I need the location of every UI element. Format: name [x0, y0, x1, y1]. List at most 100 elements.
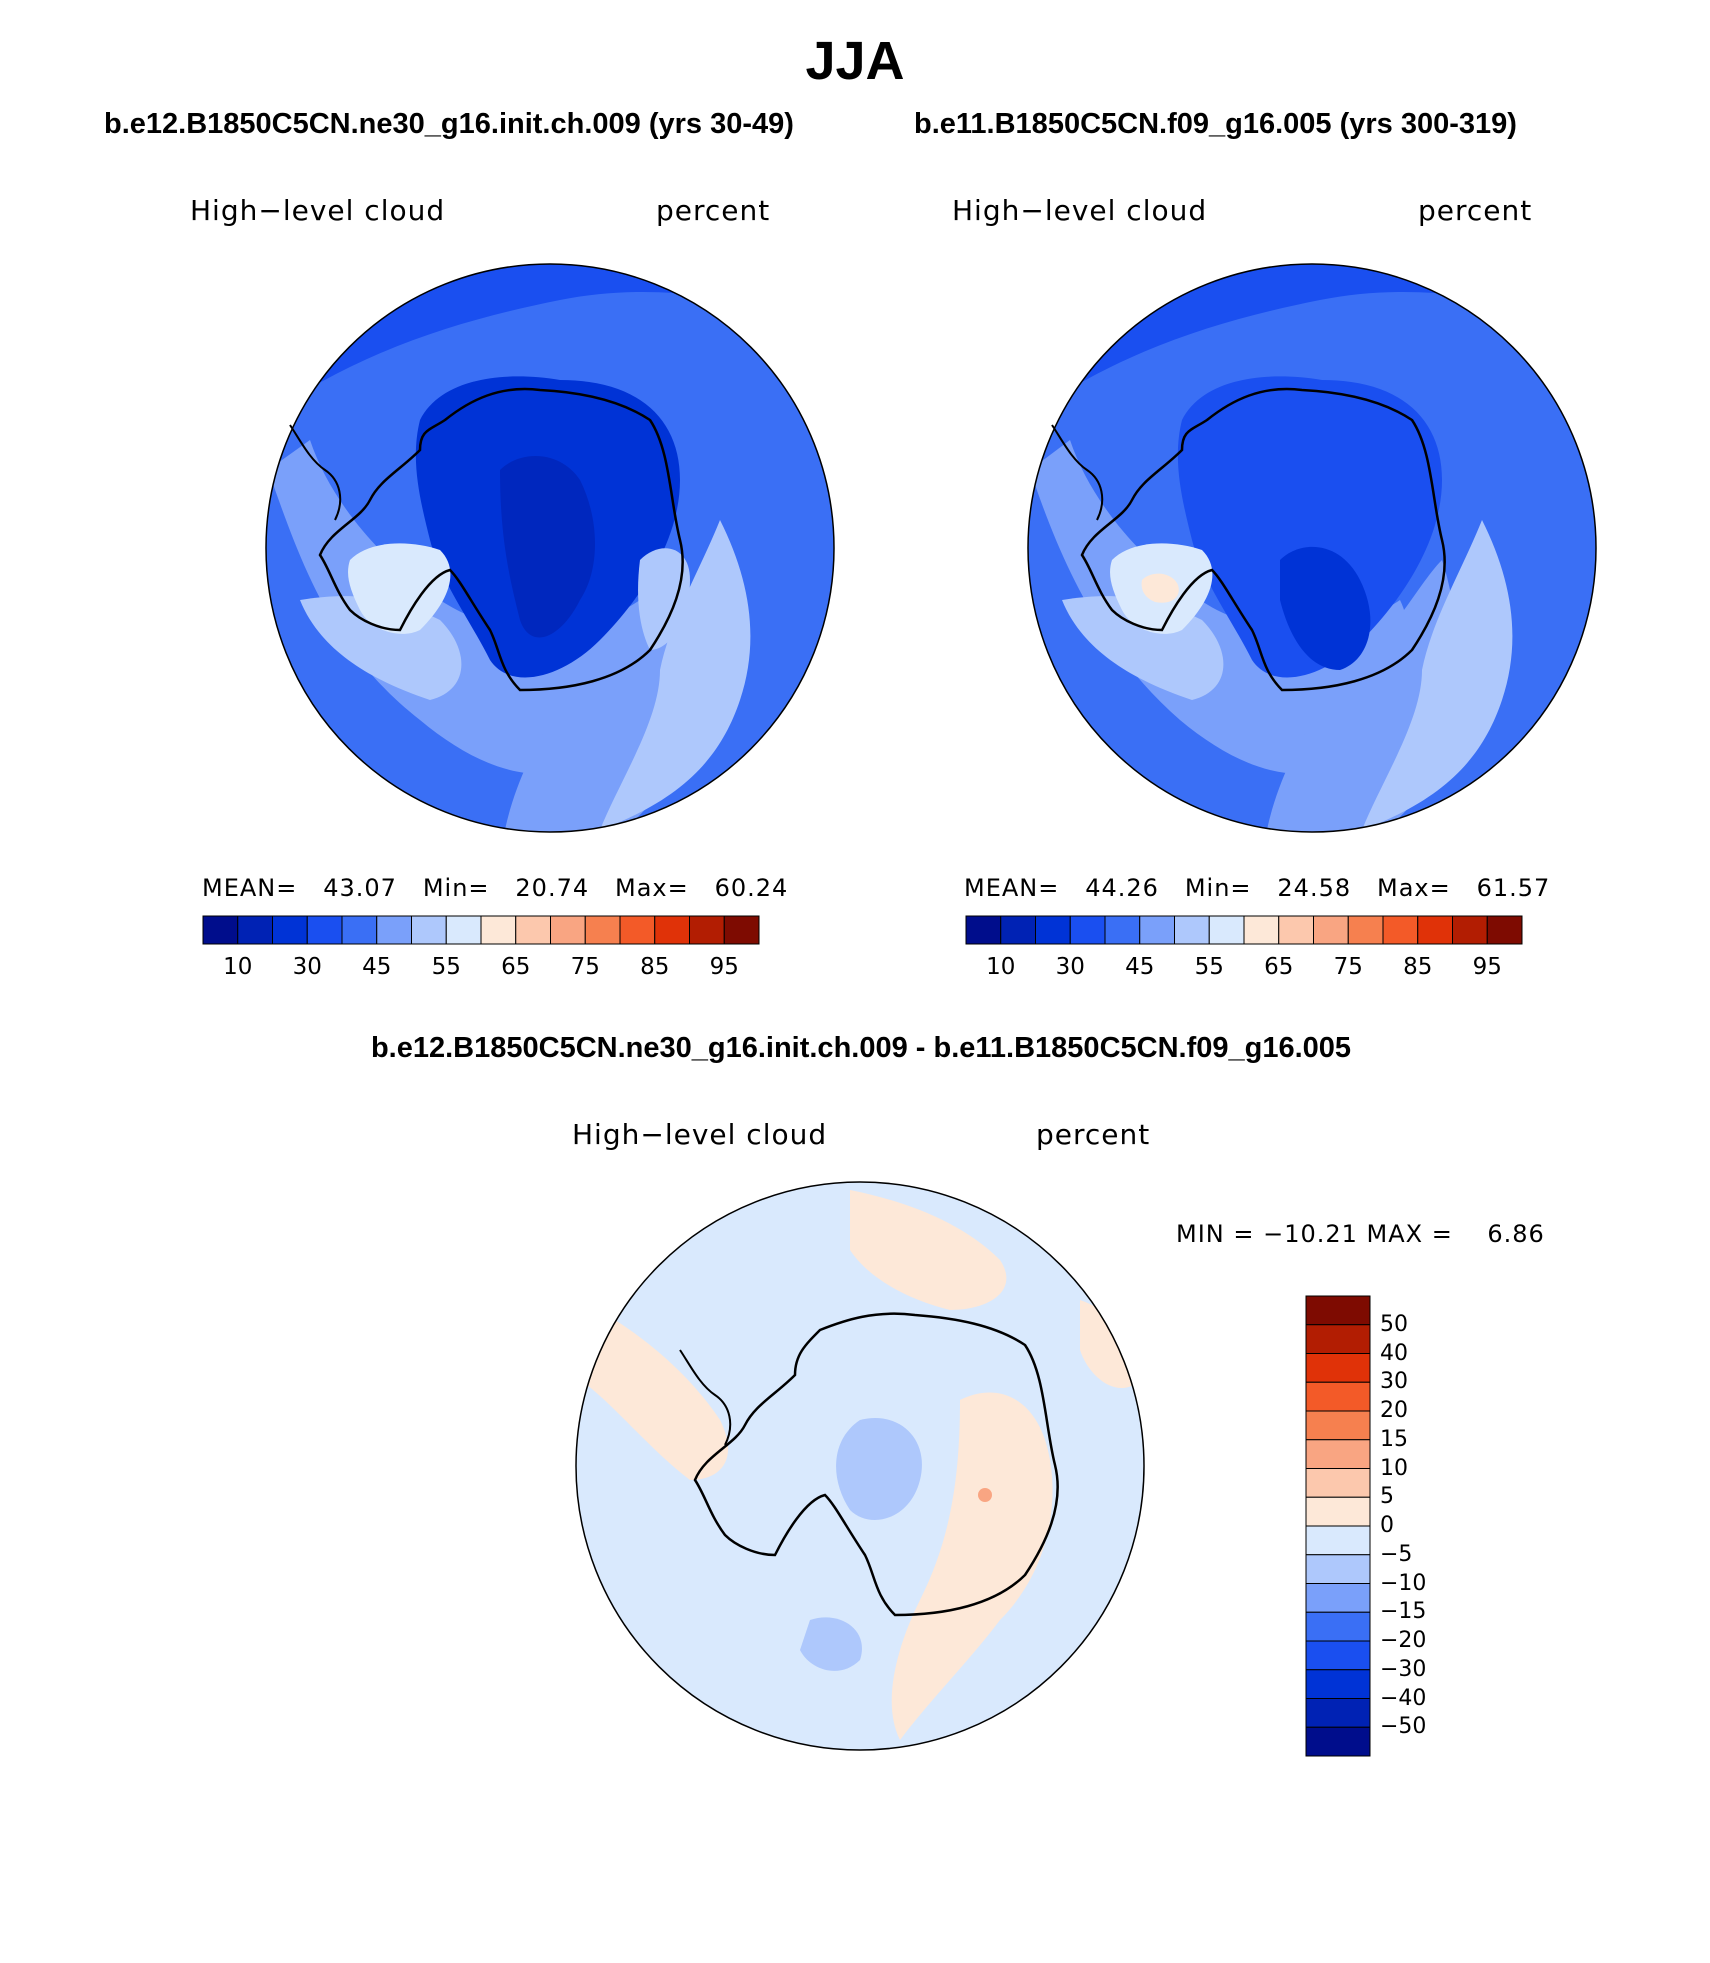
colorbar-swatch: [1305, 1611, 1371, 1642]
colorbar-tick-label: 95: [1472, 954, 1502, 980]
colorbar-swatch: [272, 915, 308, 945]
panel2-variable-label: High−level cloud: [952, 194, 1208, 227]
colorbar-swatch: [1305, 1726, 1371, 1757]
diff-east-positive: [1080, 1300, 1140, 1389]
colorbar-tick-label: 75: [570, 954, 600, 980]
panel1-case-title: b.e12.B1850C5CN.ne30_g16.init.ch.009 (yr…: [104, 108, 794, 140]
colorbar-swatch: [202, 915, 239, 945]
colorbar-tick-label: 40: [1380, 1340, 1408, 1366]
panel2-antarctica-coast: [1080, 387, 1446, 692]
colorbar-swatch: [689, 915, 725, 945]
colorbar-swatch: [1417, 915, 1453, 945]
colorbar-tick-label: 55: [431, 954, 461, 980]
colorbar-swatch: [1139, 915, 1175, 945]
colorbar-tick-label: −15: [1380, 1599, 1427, 1625]
colorbar-swatch: [515, 915, 551, 945]
colorbar-swatch: [1486, 915, 1523, 945]
colorbar-tick-label: 45: [1125, 954, 1155, 980]
colorbar-swatch: [1035, 915, 1071, 945]
colorbar-swatch: [1313, 915, 1349, 945]
colorbar-swatch: [723, 915, 760, 945]
colorbar-tick-label: −50: [1380, 1714, 1427, 1740]
colorbar-tick-label: 30: [292, 954, 322, 980]
colorbar-tick-label: 30: [1055, 954, 1085, 980]
panel1-variable-label: High−level cloud: [190, 194, 446, 227]
colorbar-tick-label: 55: [1194, 954, 1224, 980]
colorbar-swatch: [1208, 915, 1245, 945]
diff-interior-negative: [836, 1418, 922, 1520]
colorbar-swatch: [1305, 1468, 1371, 1498]
colorbar-swatch: [411, 915, 447, 945]
colorbar-swatch: [619, 915, 656, 945]
colorbar-swatch: [341, 915, 378, 945]
colorbar-swatch: [1305, 1381, 1371, 1412]
diff-southeast-positive: [891, 1392, 1053, 1740]
colorbar-swatch: [1305, 1496, 1371, 1527]
colorbar-swatch: [1305, 1554, 1371, 1584]
diff-strong-positive-spot: [978, 1488, 992, 1502]
panel2-southwest-light: [1030, 440, 1408, 775]
colorbar-tick-label: 75: [1333, 954, 1363, 980]
colorbar-swatch: [1305, 1698, 1371, 1728]
panel2-stats: MEAN= 44.26 Min= 24.58 Max= 61.57: [964, 874, 1551, 902]
colorbar-swatch: [654, 915, 690, 945]
panel2-interior-dark: [1177, 376, 1442, 678]
colorbar-tick-label: 0: [1380, 1513, 1394, 1538]
panel1-colorbar: [202, 915, 760, 945]
colorbar-swatch: [1347, 915, 1384, 945]
colorbar-tick-label: 85: [640, 954, 670, 980]
panel1-interior-core: [500, 456, 595, 638]
panel2-units-label: percent: [1418, 194, 1533, 227]
colorbar-swatch: [1069, 915, 1106, 945]
diff-antarctica-coast: [693, 1312, 1059, 1617]
colorbar-tick-label: 50: [1380, 1311, 1408, 1337]
diff-north-positive: [850, 1190, 1007, 1310]
colorbar-tick-label: −10: [1380, 1570, 1427, 1596]
diff-peninsula-coast: [679, 1349, 732, 1446]
colorbar-swatch: [1000, 915, 1036, 945]
panel1-map-border: [265, 263, 835, 833]
colorbar-swatch: [1174, 915, 1210, 945]
panel2-southeast-light: [1362, 520, 1513, 830]
colorbar-swatch: [306, 915, 343, 945]
colorbar-tick-label: 5: [1380, 1484, 1394, 1510]
colorbar-tick-label: −40: [1380, 1685, 1427, 1711]
colorbar-swatch: [1305, 1439, 1371, 1469]
colorbar-swatch: [584, 915, 621, 945]
colorbar-tick-label: 65: [501, 954, 531, 980]
diff-units-label: percent: [1036, 1118, 1151, 1151]
panel1-southeast-light: [600, 520, 751, 830]
panel1-southwest-light: [268, 440, 648, 775]
colorbar-swatch: [1305, 1669, 1371, 1699]
colorbar-swatch: [1305, 1410, 1371, 1441]
figure-title: JJA: [805, 31, 905, 91]
diff-title: b.e12.B1850C5CN.ne30_g16.init.ch.009 - b…: [370, 1032, 1352, 1064]
panel1-east-light: [638, 548, 690, 650]
panel2-map-border: [1027, 263, 1597, 833]
panel2-interior-core: [1280, 546, 1371, 670]
panel2-colorbar: [965, 915, 1523, 945]
diff-map-border: [575, 1181, 1145, 1751]
colorbar-swatch: [1278, 915, 1314, 945]
panel1-antarctica-coast: [318, 387, 684, 692]
panel1-map: [266, 264, 834, 832]
panel2-map: [1028, 264, 1596, 832]
colorbar-tick-label: 20: [1380, 1398, 1408, 1423]
colorbar-tick-label: −5: [1380, 1541, 1413, 1567]
colorbar-swatch: [1305, 1525, 1371, 1556]
panel1-stats: MEAN= 43.07 Min= 20.74 Max= 60.24: [202, 874, 789, 902]
colorbar-swatch: [237, 915, 273, 945]
colorbar-swatch: [480, 915, 517, 945]
colorbar-swatch: [1243, 915, 1280, 945]
colorbar-swatch: [1305, 1583, 1371, 1613]
colorbar-tick-label: 65: [1264, 954, 1294, 980]
colorbar-tick-label: 15: [1380, 1426, 1408, 1452]
diff-variable-label: High−level cloud: [572, 1118, 828, 1151]
colorbar-swatch: [1305, 1324, 1371, 1354]
diff-south-negative: [800, 1617, 862, 1671]
panel1-peninsula-light: [348, 543, 451, 634]
colorbar-swatch: [550, 915, 586, 945]
panel1-units-label: percent: [656, 194, 771, 227]
colorbar-swatch: [1305, 1640, 1371, 1671]
colorbar-swatch: [376, 915, 412, 945]
